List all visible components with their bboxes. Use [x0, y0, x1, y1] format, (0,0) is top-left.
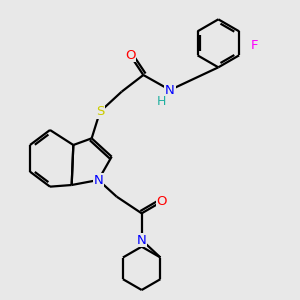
Text: N: N [165, 83, 175, 97]
Text: F: F [250, 39, 258, 52]
Text: O: O [156, 195, 167, 208]
Text: H: H [157, 95, 166, 108]
Text: S: S [96, 105, 104, 118]
Text: N: N [137, 233, 146, 247]
Text: N: N [94, 173, 103, 187]
Text: O: O [125, 49, 135, 62]
